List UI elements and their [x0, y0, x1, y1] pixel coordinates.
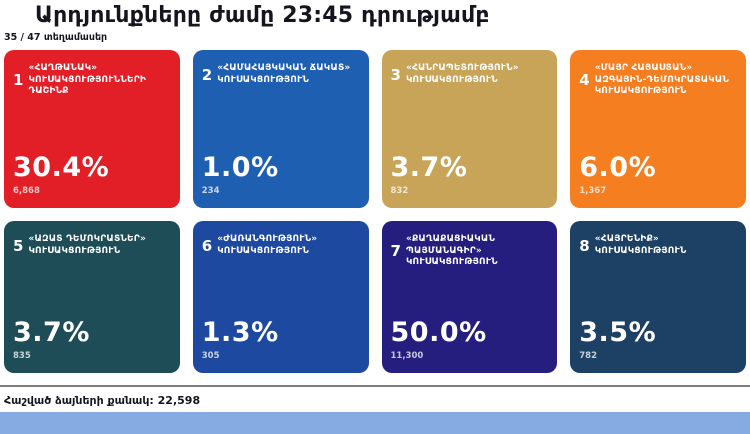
party-card-result: 30.4% 6,868 — [13, 154, 170, 196]
party-name: «ՀԱՅՐԵՆԻՔ» ԿՈՒՍԱԿՑՈՒԹՅՈՒՆ — [594, 234, 687, 256]
party-name: «ՀԱՆՐԱՊԵՏՈՒԹՅՈՒՆ» ԿՈՒՍԱԿՑՈՒԹՅՈՒՆ — [405, 63, 519, 85]
party-percent: 3.5% — [579, 317, 657, 349]
party-card-header: 7 «ՔԱՂԱՔԱՑԻԱԿԱՆ ՊԱՅՄԱՆԱԳԻՐ» ԿՈՒՍԱԿՑՈՒԹՅՈ… — [391, 234, 548, 268]
party-percent: 3.7% — [13, 317, 90, 349]
party-ballot-number: 3 — [390, 65, 401, 84]
party-ballot-number: 2 — [201, 65, 213, 84]
party-card-header: 6 «ԺԱՌԱՆԳՈՒԹՅՈՒՆ» ԿՈՒՍԱԿՑՈՒԹՅՈՒՆ — [202, 234, 359, 257]
party-card: 8 «ՀԱՅՐԵՆԻՔ» ԿՈՒՍԱԿՑՈՒԹՅՈՒՆ 3.5% 782 — [570, 221, 746, 374]
party-vote-count: 6,868 — [13, 186, 40, 197]
party-card-result: 50.0% 11,300 — [391, 319, 548, 361]
results-card-grid: 1 «ՀԱՂԹԱՆԱԿ» ԿՈՒՍԱԿՑՈՒԹՅՈՒՆՆԵՐԻ ԴԱՇԻՆՔ 3… — [4, 50, 746, 374]
party-card: 4 «ՄԱՅՐ ՀԱՅԱՍՏԱՆ» ԱԶԳԱՅԻՆ-ԴԵՄՈԿՐԱՏԱԿԱՆ Կ… — [570, 50, 746, 209]
party-vote-count: 835 — [13, 351, 31, 362]
party-percent: 50.0% — [390, 317, 487, 349]
party-card-header: 8 «ՀԱՅՐԵՆԻՔ» ԿՈՒՍԱԿՑՈՒԹՅՈՒՆ — [579, 234, 736, 257]
party-vote-count: 1,367 — [579, 186, 607, 197]
party-vote-count: 782 — [579, 351, 597, 362]
party-name: «ՀԱՄԱՀԱՅԿԱԿԱՆ ՃԱԿԱՏ» ԿՈՒՍԱԿՑՈՒԹՅՈՒՆ — [217, 63, 351, 85]
page-title: Արդյունքները ժամը 23:45 դրությամբ — [35, 3, 490, 28]
party-ballot-number: 4 — [579, 71, 590, 90]
party-name: «ԺԱՌԱՆԳՈՒԹՅՈՒՆ» ԿՈՒՍԱԿՑՈՒԹՅՈՒՆ — [217, 234, 318, 256]
party-card: 3 «ՀԱՆՐԱՊԵՏՈՒԹՅՈՒՆ» ԿՈՒՍԱԿՑՈՒԹՅՈՒՆ 3.7% … — [381, 50, 558, 209]
party-name: «ՔԱՂԱՔԱՑԻԱԿԱՆ ՊԱՅՄԱՆԱԳԻՐ» ԿՈՒՍԱԿՑՈՒԹՅՈՒՆ — [405, 234, 498, 267]
party-card-result: 3.5% 782 — [579, 319, 736, 361]
header: Արդյունքները ժամը 23:45 դրությամբ 35 / 4… — [0, 0, 750, 43]
party-percent: 1.0% — [201, 152, 279, 184]
party-ballot-number: 6 — [201, 236, 213, 255]
party-card-result: 6.0% 1,367 — [579, 154, 736, 196]
party-card-result: 1.3% 305 — [202, 319, 359, 361]
total-votes-label: Հաշված ձայների քանակ: 22,598 — [4, 394, 201, 408]
party-card-header: 5 «ԱԶԱՏ ԴԵՄՈԿՐԱՏՆԵՐ» ԿՈՒՍԱԿՑՈՒԹՅՈՒՆ — [13, 234, 170, 257]
bottom-blue-bar — [0, 412, 750, 434]
party-card-result: 1.0% 234 — [202, 154, 359, 196]
party-percent: 3.7% — [390, 152, 468, 184]
party-name: «ԱԶԱՏ ԴԵՄՈԿՐԱՏՆԵՐ» ԿՈՒՍԱԿՑՈՒԹՅՈՒՆ — [28, 234, 146, 256]
party-card-header: 3 «ՀԱՆՐԱՊԵՏՈՒԹՅՈՒՆ» ԿՈՒՍԱԿՑՈՒԹՅՈՒՆ — [391, 63, 548, 86]
party-name: «ՄԱՅՐ ՀԱՅԱՍՏԱՆ» ԱԶԳԱՅԻՆ-ԴԵՄՈԿՐԱՏԱԿԱՆ ԿՈՒ… — [594, 63, 730, 96]
party-name: «ՀԱՂԹԱՆԱԿ» ԿՈՒՍԱԿՑՈՒԹՅՈՒՆՆԵՐԻ ԴԱՇԻՆՔ — [28, 63, 147, 96]
party-card-header: 1 «ՀԱՂԹԱՆԱԿ» ԿՈՒՍԱԿՑՈՒԹՅՈՒՆՆԵՐԻ ԴԱՇԻՆՔ — [13, 63, 170, 97]
party-vote-count: 234 — [201, 186, 220, 197]
party-card: 6 «ԺԱՌԱՆԳՈՒԹՅՈՒՆ» ԿՈՒՍԱԿՑՈՒԹՅՈՒՆ 1.3% 30… — [192, 221, 369, 374]
party-card: 2 «ՀԱՄԱՀԱՅԿԱԿԱՆ ՃԱԿԱՏ» ԿՈՒՍԱԿՑՈՒԹՅՈՒՆ 1.… — [192, 50, 369, 209]
party-ballot-number: 5 — [13, 236, 24, 255]
party-card-header: 2 «ՀԱՄԱՀԱՅԿԱԿԱՆ ՃԱԿԱՏ» ԿՈՒՍԱԿՑՈՒԹՅՈՒՆ — [202, 63, 359, 86]
party-card: 7 «ՔԱՂԱՔԱՑԻԱԿԱՆ ՊԱՅՄԱՆԱԳԻՐ» ԿՈՒՍԱԿՑՈՒԹՅՈ… — [381, 221, 558, 374]
party-percent: 6.0% — [579, 152, 657, 184]
party-card-header: 4 «ՄԱՅՐ ՀԱՅԱՍՏԱՆ» ԱԶԳԱՅԻՆ-ԴԵՄՈԿՐԱՏԱԿԱՆ Կ… — [579, 63, 736, 97]
party-vote-count: 11,300 — [390, 351, 424, 362]
party-card-result: 3.7% 835 — [13, 319, 170, 361]
party-ballot-number: 8 — [579, 236, 590, 255]
party-ballot-number: 7 — [390, 242, 401, 261]
party-card: 1 «ՀԱՂԹԱՆԱԿ» ԿՈՒՍԱԿՑՈՒԹՅՈՒՆՆԵՐԻ ԴԱՇԻՆՔ 3… — [4, 50, 180, 209]
party-card: 5 «ԱԶԱՏ ԴԵՄՈԿՐԱՏՆԵՐ» ԿՈՒՍԱԿՑՈՒԹՅՈՒՆ 3.7%… — [4, 221, 180, 374]
party-vote-count: 305 — [201, 351, 220, 362]
party-percent: 1.3% — [201, 317, 279, 349]
party-card-result: 3.7% 832 — [391, 154, 548, 196]
divider-line — [0, 385, 750, 388]
party-ballot-number: 1 — [13, 71, 24, 90]
party-vote-count: 832 — [390, 186, 409, 197]
precincts-counter: 35 / 47 տեղամասեր — [4, 32, 108, 44]
party-percent: 30.4% — [13, 152, 110, 184]
